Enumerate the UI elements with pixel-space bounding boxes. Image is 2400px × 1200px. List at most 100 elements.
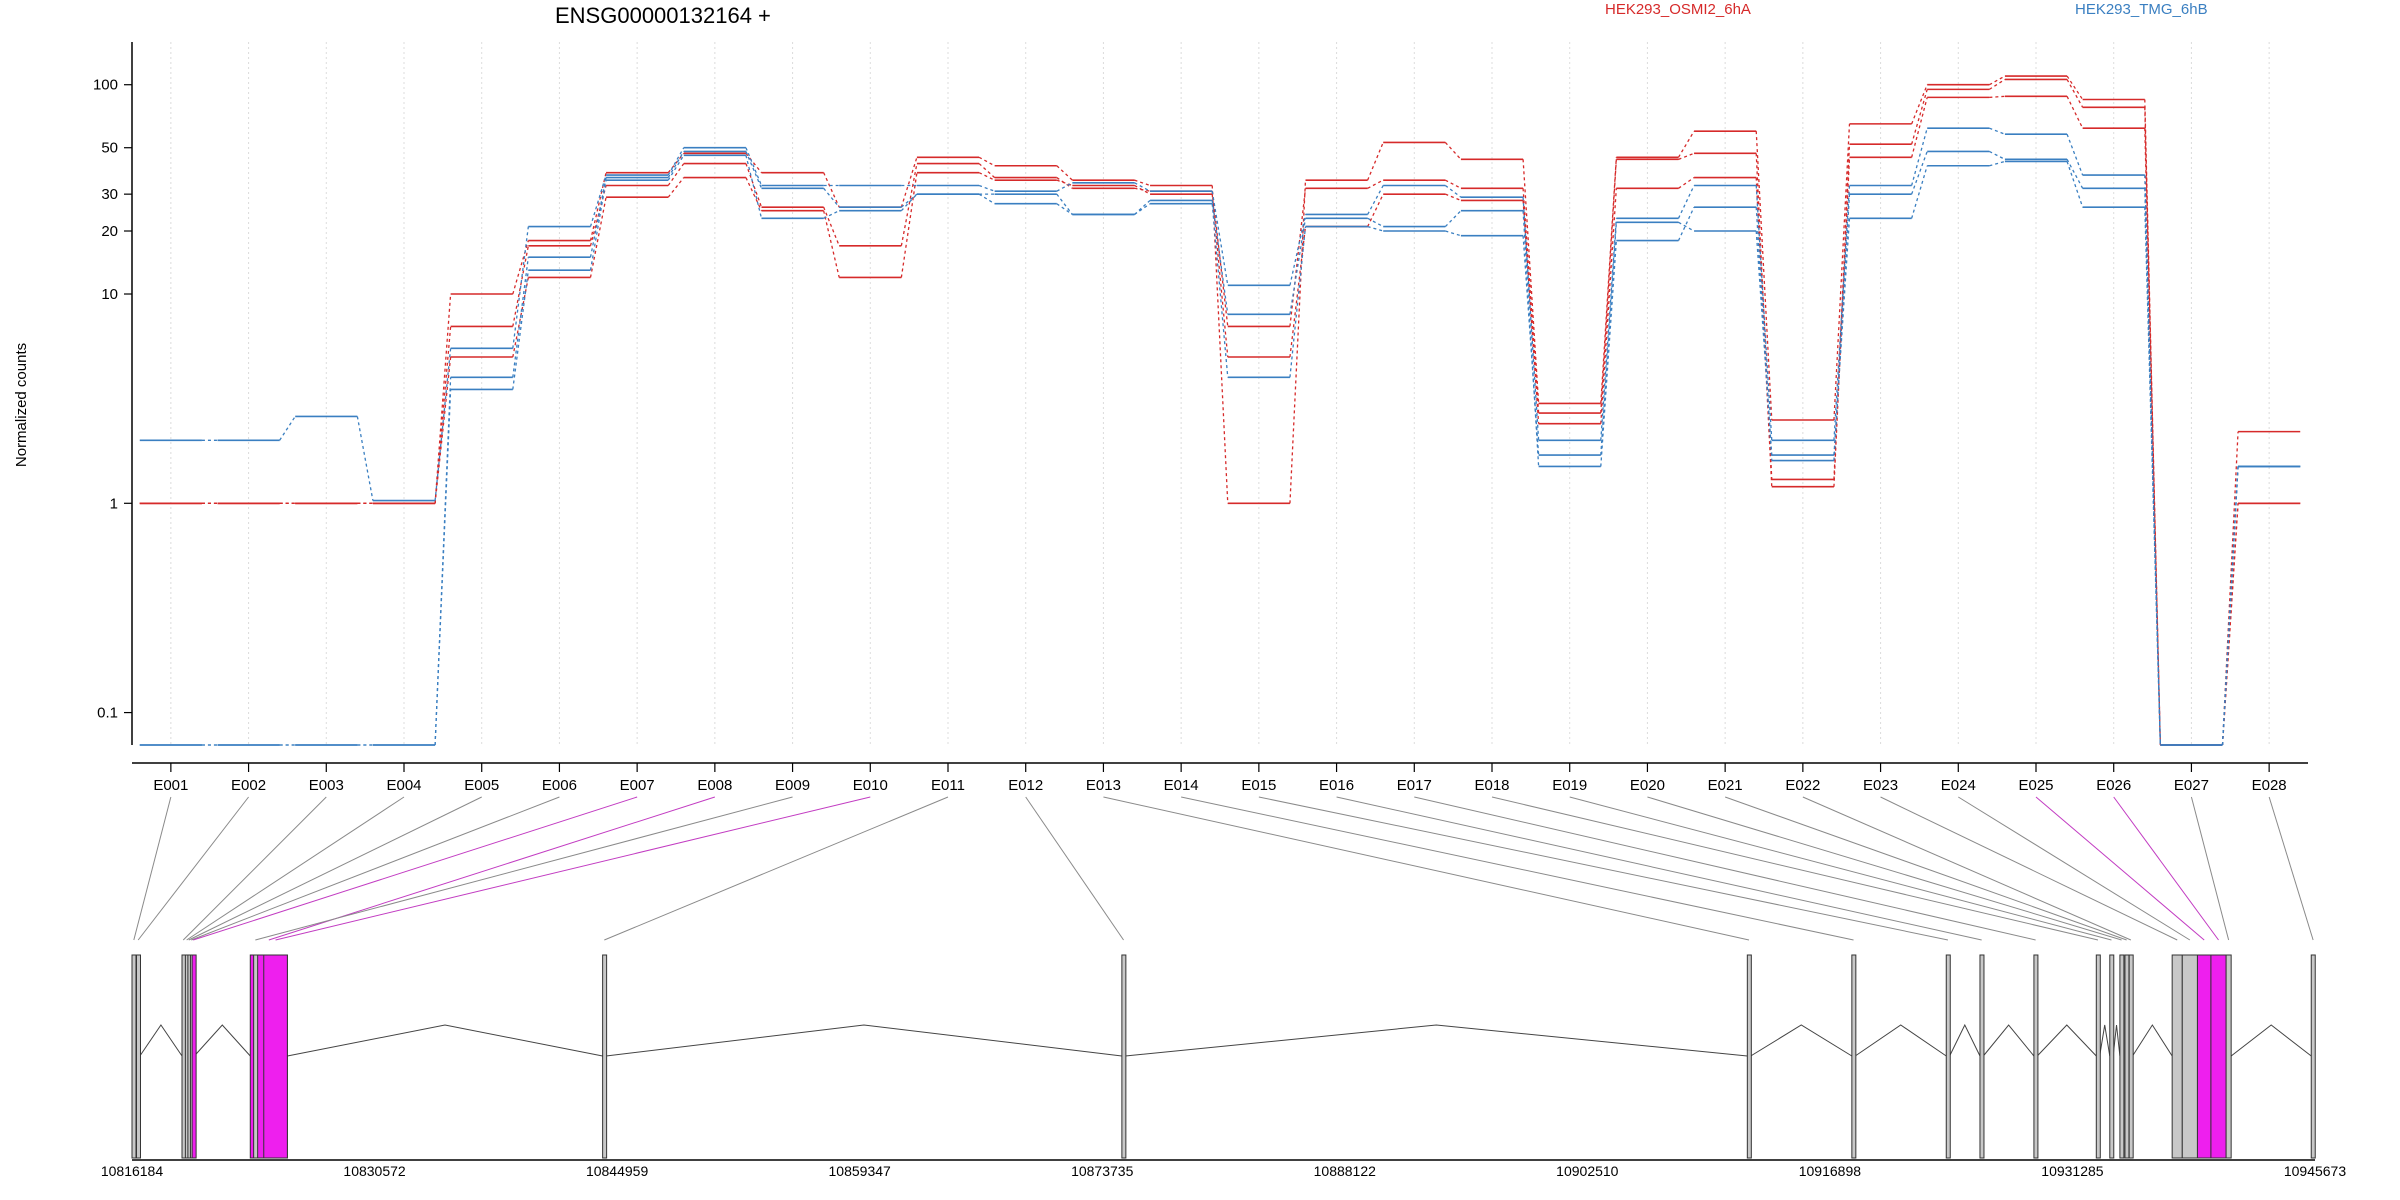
transition-e024 [1989,95,2005,99]
x-tick-e004: E004 [386,777,421,794]
transition-e004 [434,293,452,504]
x-tick-e012: E012 [1008,777,1043,794]
transition-e011 [978,156,995,167]
transition-e021 [1755,185,1773,441]
transition-e020 [1678,152,1695,160]
x-tick-e016: E016 [1319,777,1354,794]
transition-e004 [434,389,452,746]
exon-box-e014 [1851,954,1857,1159]
x-tick-e013: E013 [1086,777,1121,794]
intron-chevron [2099,1024,2111,1057]
exon-box-e025 [2196,954,2212,1159]
transition-e005 [512,277,529,358]
legend-tmg: HEK293_TMG_6hB [2075,1,2208,18]
intron-chevron [605,1024,1122,1057]
exon-box-e021 [2124,954,2130,1159]
transition-e017 [1445,230,1462,237]
transition-e009 [823,210,840,219]
transition-e005 [512,270,529,390]
exon-box-e009 [253,954,259,1159]
connector-e014 [1181,796,1854,941]
connector-e005 [188,796,482,941]
exon-box-e022 [2128,954,2134,1159]
intron-chevron [2132,1024,2173,1057]
transition-e016 [1367,217,1384,228]
transition-e013 [1134,199,1151,215]
transition-e023 [1911,84,1928,125]
exon-box-e010 [263,954,288,1159]
transition-e006 [589,180,607,271]
legend-osmi2: HEK293_OSMI2_6hA [1605,1,1751,18]
genomic-tick-label: 10830572 [343,1163,406,1179]
connector-e027 [2190,796,2230,941]
transition-e008 [745,151,763,189]
transition-e008 [745,177,763,211]
transition-e024 [1989,150,2006,160]
transition-e018 [1522,235,1540,456]
exon-box-e007 [191,954,197,1159]
transition-e013 [1134,182,1151,192]
x-tick-e003: E003 [309,777,344,794]
transition-e020 [1677,130,1695,158]
x-tick-e001: E001 [153,777,188,794]
transition-e007 [667,154,685,181]
x-tick-e024: E024 [1941,777,1976,794]
genomic-tick-label: 10859347 [829,1163,892,1179]
genomic-tick-label: 10888122 [1314,1163,1377,1179]
connector-e015 [1258,796,1949,941]
transition-e011 [978,163,996,179]
exon-box-e017 [2033,954,2039,1159]
connector-e028 [2268,796,2314,941]
connector-e025 [2035,796,2205,941]
connector-e003 [182,796,327,941]
transition-e020 [1678,177,1695,189]
intron-chevron [1750,1024,1853,1057]
transition-e025 [2066,134,2084,176]
transition-e011 [978,184,995,192]
exon-box-e012 [1121,954,1127,1159]
y-tick-label: 1 [110,495,118,512]
exon-box-e026 [2210,954,2227,1159]
transition-e005 [512,257,529,378]
transition-e009 [823,206,840,247]
transition-e019 [1600,240,1617,467]
transition-e015 [1289,214,1307,286]
connector-e020 [1647,796,2122,941]
x-tick-e019: E019 [1552,777,1587,794]
transition-e008 [745,163,763,208]
transition-e023 [1911,97,1928,158]
x-tick-e017: E017 [1397,777,1432,794]
exon-connectors [133,796,2314,941]
transition-e009 [823,187,840,208]
transition-e005 [512,245,529,327]
transition-e019 [1600,157,1617,404]
transition-e007 [667,177,685,198]
transition-e027 [2221,503,2239,746]
transition-e025 [2066,79,2084,108]
transition-e021 [1755,230,1773,456]
intron-chevron [287,1024,603,1057]
y-tick-label: 30 [101,186,118,203]
y-axis-label: Normalized counts [13,343,30,467]
exon-box-e011 [602,954,608,1159]
transition-e018 [1522,197,1540,441]
x-tick-e028: E028 [2252,777,2287,794]
transition-e007 [667,151,685,178]
exon-box-e018 [2095,954,2101,1159]
transition-e019 [1600,218,1617,441]
x-tick-e025: E025 [2018,777,2053,794]
gene-model [131,954,2316,1159]
y-tick-label: 10 [101,286,118,303]
exon-box-e020 [2119,954,2125,1159]
exon-x-ticks: E001 E002 E003 E004 E005 E006 E007 E008 E009 E010… [153,763,2287,794]
transition-e010 [900,172,918,278]
transition-e017 [1445,193,1462,202]
transition-e012 [1056,193,1073,215]
transition-e013 [1134,203,1151,215]
transition-e008 [745,155,763,219]
exon-box-e028 [2310,954,2316,1159]
transition-e013 [1134,179,1151,187]
intron-chevron [193,1024,251,1057]
transition-e006 [589,197,607,278]
transition-e025 [2066,159,2084,189]
